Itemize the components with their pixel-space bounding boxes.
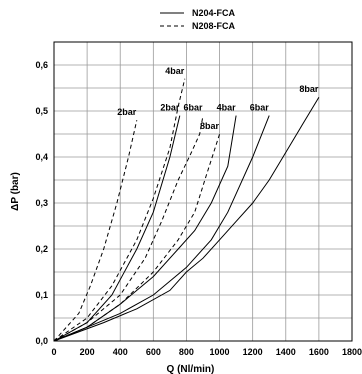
x-tick-label: 1800 [342, 347, 362, 357]
series-label: 8bar [299, 84, 319, 94]
series-n204-fca-4bar [53, 115, 237, 342]
legend-entry: N204-FCA [192, 8, 236, 18]
series-label: 2bar [160, 103, 180, 113]
y-tick-label: 0,5 [35, 106, 48, 116]
y-tick-label: 0,2 [35, 244, 48, 254]
series-n204-fca-8bar [53, 96, 320, 342]
y-tick-label: 0,3 [35, 198, 48, 208]
series-label: 6bar [183, 103, 203, 113]
y-axis-label: ΔP (bar) [10, 172, 21, 211]
legend-box [154, 4, 258, 35]
y-tick-label: 0,1 [35, 290, 48, 300]
y-tick-label: 0,4 [35, 152, 48, 162]
plot-frame [53, 41, 353, 342]
series-label: 4bar [165, 66, 185, 76]
series-n208-fca-2bar [53, 120, 138, 342]
x-axis-label: Q (Nl/min) [167, 364, 215, 374]
x-tick-label: 1000 [210, 347, 230, 357]
legend: N204-FCA N208-FCA [154, 4, 258, 35]
x-tick-label: 0 [51, 347, 56, 357]
legend-entry: N208-FCA [192, 21, 236, 31]
y-tick-label: 0,6 [35, 60, 48, 70]
series-label: 6bar [250, 103, 270, 113]
series-n204-fca-2bar [53, 115, 181, 342]
series-n208-fca-8bar [53, 133, 221, 342]
x-tick-label: 200 [80, 347, 95, 357]
x-tick-label: 1200 [243, 347, 263, 357]
series-n208-fca-4bar [53, 78, 186, 342]
x-tick-label: 1600 [309, 347, 329, 357]
series-layer [53, 78, 320, 342]
y-tick-label: 0,0 [35, 336, 48, 346]
x-tick-label: 800 [179, 347, 194, 357]
y-tick-labels: 0,0 0,1 0,2 0,3 0,4 0,5 0,6 [35, 60, 48, 346]
series-n208-fca-6bar [53, 115, 204, 342]
series-label: 4bar [217, 103, 237, 113]
series-n204-fca-6bar [53, 115, 270, 342]
x-tick-label: 600 [146, 347, 161, 357]
x-tick-label: 400 [113, 347, 128, 357]
x-tick-label: 1400 [276, 347, 296, 357]
x-tick-labels: 0 200 400 600 800 1000 1200 1400 1600 1800 [51, 347, 362, 357]
series-label: 8bar [200, 121, 220, 131]
series-label: 2bar [117, 107, 137, 117]
